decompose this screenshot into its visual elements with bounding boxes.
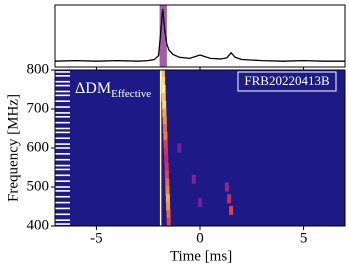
annotation-text: ΔDM bbox=[75, 80, 111, 97]
emission-cell bbox=[161, 92, 166, 102]
emission-cell bbox=[227, 194, 231, 204]
profile-highlight bbox=[159, 5, 167, 67]
emission-cell bbox=[162, 108, 167, 118]
label: FRB20220413B bbox=[244, 73, 330, 88]
y-axis-label: Frequency [MHz] bbox=[5, 94, 21, 202]
emission-cell bbox=[166, 202, 171, 211]
emission-cell bbox=[162, 124, 167, 133]
emission-cell bbox=[224, 182, 229, 192]
x-tick-label: 0 bbox=[196, 230, 204, 246]
annotation-subscript: Effective bbox=[111, 88, 151, 100]
label-box bbox=[237, 71, 337, 92]
emission-cell bbox=[164, 155, 169, 165]
emission-cell bbox=[165, 186, 170, 196]
y-tick-label: 800 bbox=[27, 61, 50, 77]
y-tick-label: 500 bbox=[27, 178, 50, 194]
emission-cell bbox=[162, 100, 167, 110]
emission-cell bbox=[229, 205, 234, 215]
x-tick-label: 5 bbox=[300, 230, 308, 246]
emission-cell bbox=[165, 194, 170, 204]
x-tick-label: -5 bbox=[90, 230, 103, 246]
emission-cell bbox=[161, 77, 166, 87]
emission-cell bbox=[162, 116, 167, 126]
emission-cell bbox=[161, 85, 166, 94]
y-tick-label: 600 bbox=[27, 139, 50, 155]
emission-cell bbox=[198, 198, 202, 208]
emission-cell bbox=[163, 131, 168, 141]
y-tick-label: 400 bbox=[27, 217, 50, 233]
emission-cell bbox=[164, 170, 169, 180]
profile-line bbox=[54, 9, 345, 62]
emission-cell bbox=[191, 174, 196, 184]
emission-cell bbox=[164, 163, 169, 172]
annotation: ΔDMEffective bbox=[75, 80, 151, 100]
emission-cell bbox=[166, 209, 171, 219]
x-axis-label: Time [ms] bbox=[170, 248, 232, 264]
emission-cell bbox=[165, 178, 170, 188]
emission-cell bbox=[166, 217, 171, 227]
emission-cell bbox=[164, 147, 169, 157]
y-tick-label: 700 bbox=[27, 100, 50, 116]
emission-cell bbox=[160, 69, 165, 79]
emission-cell bbox=[163, 139, 168, 149]
emission-cell bbox=[177, 143, 182, 153]
profile-frame bbox=[54, 4, 346, 68]
